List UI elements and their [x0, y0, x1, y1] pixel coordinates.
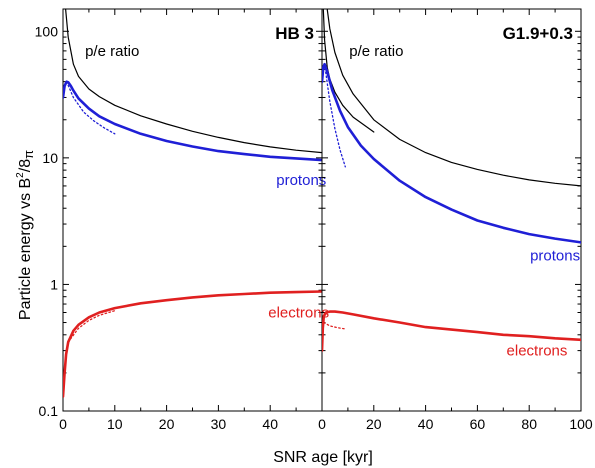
x-tick-label: 20	[366, 416, 382, 432]
series-group	[63, 9, 322, 398]
annotation-electrons: electrons	[268, 305, 329, 322]
series-p-e-ratio	[65, 9, 322, 154]
annotation-electrons: electrons	[507, 343, 568, 360]
series-protons	[322, 62, 581, 244]
y-tick-label: 0.1	[39, 403, 59, 419]
series-electrons-dotted-	[67, 310, 116, 343]
series-protons-dotted-	[323, 63, 346, 168]
annotation-p-e-ratio: p/e ratio	[349, 43, 403, 60]
series-protons	[63, 80, 322, 162]
x-tick-label: 10	[107, 416, 123, 432]
panel-title: G1.9+0.3	[503, 24, 573, 43]
series-electrons	[63, 290, 322, 398]
series-electrons-dotted-	[323, 321, 346, 330]
series-protons-dotted-	[65, 81, 116, 135]
x-axis-label: SNR age [kyr]	[273, 449, 373, 466]
series-electrons	[322, 310, 581, 352]
x-tick-label: 30	[211, 416, 227, 432]
annotation-p-e-ratio: p/e ratio	[85, 43, 139, 60]
x-tick-label: 20	[159, 416, 175, 432]
y-axis-label-tail: /8	[17, 159, 34, 172]
series-group	[322, 9, 581, 352]
annotation-protons: protons	[530, 247, 580, 264]
x-tick-label: 40	[418, 416, 434, 432]
y-axis-label-superscript: 2	[15, 172, 26, 178]
y-axis-label: Particle energy vs B2/8π	[15, 150, 36, 320]
y-tick-label: 10	[42, 150, 58, 166]
x-tick-label: 60	[470, 416, 486, 432]
series-p-e-ratio-upper-	[326, 9, 581, 187]
y-tick-label: 100	[35, 23, 59, 39]
x-tick-label: 0	[318, 416, 326, 432]
x-tick-label: 100	[569, 416, 593, 432]
panel-2: 0 20 40 60 80 100 p/e ratio protons electrons G1.…	[318, 8, 593, 432]
x-tick-label: 80	[521, 416, 537, 432]
chart-panels: 0.1 1 10 100 0 10 20 30 40 p/e ratio protons electr…	[35, 8, 593, 432]
plot-frame	[62, 8, 323, 412]
series-p-e-ratio-lower-	[322, 9, 375, 133]
y-axis-label-pi: π	[21, 150, 36, 159]
panel-1: 0.1 1 10 100 0 10 20 30 40 p/e ratio protons electr…	[35, 8, 329, 432]
x-tick-label: 0	[59, 416, 67, 432]
panel-title: HB 3	[275, 24, 314, 43]
y-axis-label-main: Particle energy vs B	[17, 178, 34, 320]
y-tick-label: 1	[50, 276, 58, 292]
x-tick-label: 40	[262, 416, 278, 432]
annotation-protons: protons	[276, 172, 326, 189]
